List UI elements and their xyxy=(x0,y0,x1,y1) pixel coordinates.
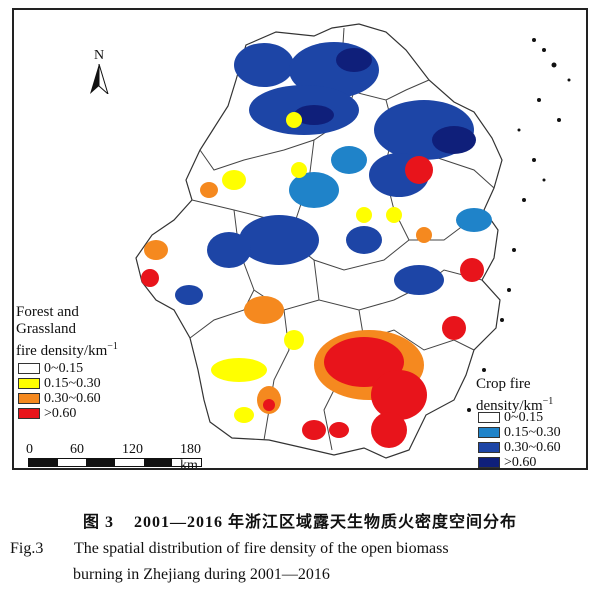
forest-legend-item: >0.60 xyxy=(18,406,101,421)
crop-legend-title-line: density/km−1 xyxy=(476,393,553,415)
scale-tick-label: 0 xyxy=(26,442,33,457)
forest-legend-unit-sup: −1 xyxy=(107,341,118,352)
north-arrow-icon xyxy=(90,63,109,96)
crop-legend-swatch xyxy=(478,442,500,453)
forest-legend-item: 0.15~0.30 xyxy=(18,376,101,391)
crop-legend-item: >0.60 xyxy=(478,455,561,470)
scale-tick-label: 60 xyxy=(70,442,84,457)
north-label: N xyxy=(93,48,105,63)
caption-chinese-title: 2001—2016 年浙江区域露天生物质火密度空间分布 xyxy=(134,514,518,531)
scale-bar-graphic xyxy=(28,458,202,467)
crop-legend-label: 0.15~0.30 xyxy=(504,425,561,440)
caption-chinese-fig: 图 3 xyxy=(82,514,114,531)
forest-legend-title: Forest and Grassland fire density/km−1 xyxy=(16,304,118,360)
coastal-islands xyxy=(467,38,571,412)
crop-legend-swatch xyxy=(478,457,500,468)
forest-legend-swatch xyxy=(18,393,40,404)
forest-legend-title-line: Grassland xyxy=(16,321,76,337)
forest-legend-unit: fire density/km xyxy=(16,343,108,359)
fire-density-map xyxy=(135,23,571,459)
crop-legend-unit-sup: −1 xyxy=(542,396,554,407)
scale-tick-label: 120 xyxy=(122,442,143,457)
crop-legend-label: 0.30~0.60 xyxy=(504,440,561,455)
forest-legend-swatch xyxy=(18,363,40,374)
caption-chinese: 图 3 2001—2016 年浙江区域露天生物质火密度空间分布 xyxy=(0,508,600,532)
forest-legend-label: 0.15~0.30 xyxy=(44,376,101,391)
crop-legend-item: 0~0.15 xyxy=(478,410,561,425)
caption-english-line1: Fig.3 The spatial distribution of fire d… xyxy=(10,540,590,558)
crop-fire-areas xyxy=(175,42,492,305)
crop-legend-title: Crop fire density/km−1 xyxy=(476,376,553,415)
forest-legend-item: 0~0.15 xyxy=(18,361,101,376)
scale-labels: 0 60 120 180 km xyxy=(26,442,202,468)
forest-legend-title-line: Forest and xyxy=(16,304,79,320)
forest-legend-label: 0~0.15 xyxy=(44,361,84,376)
crop-legend-label: 0~0.15 xyxy=(504,410,544,425)
caption-english-fig: Fig.3 xyxy=(10,540,44,557)
crop-legend-label: >0.60 xyxy=(504,455,537,470)
map-frame: N Forest and Grassland fire density/km−1… xyxy=(12,8,588,470)
crop-legend-swatch xyxy=(478,427,500,438)
crop-legend-swatch xyxy=(478,412,500,423)
caption-english-line2: burning in Zhejiang during 2001—2016 xyxy=(73,566,330,583)
forest-legend-label: 0.30~0.60 xyxy=(44,391,101,406)
forest-legend-item: 0.30~0.60 xyxy=(18,391,101,406)
north-arrow: N xyxy=(84,48,114,99)
forest-legend-swatch xyxy=(18,408,40,419)
forest-legend-label: >0.60 xyxy=(44,406,77,421)
caption-english-text: The spatial distribution of fire density… xyxy=(74,540,449,557)
crop-legend-item: 0.30~0.60 xyxy=(478,440,561,455)
crop-legend-unit: density/km xyxy=(476,398,543,414)
scale-tick-label: 180 km xyxy=(180,442,201,470)
forest-legend: 0~0.15 0.15~0.30 0.30~0.60 >0.60 xyxy=(18,361,101,421)
forest-legend-title-line: fire density/km−1 xyxy=(16,338,118,360)
forest-legend-swatch xyxy=(18,378,40,389)
scale-bar: 0 60 120 180 km xyxy=(26,442,202,468)
forest-fire-areas xyxy=(141,112,484,448)
crop-legend: 0~0.15 0.15~0.30 0.30~0.60 >0.60 xyxy=(478,410,561,470)
crop-legend-title-line: Crop fire xyxy=(476,376,531,392)
crop-legend-item: 0.15~0.30 xyxy=(478,425,561,440)
